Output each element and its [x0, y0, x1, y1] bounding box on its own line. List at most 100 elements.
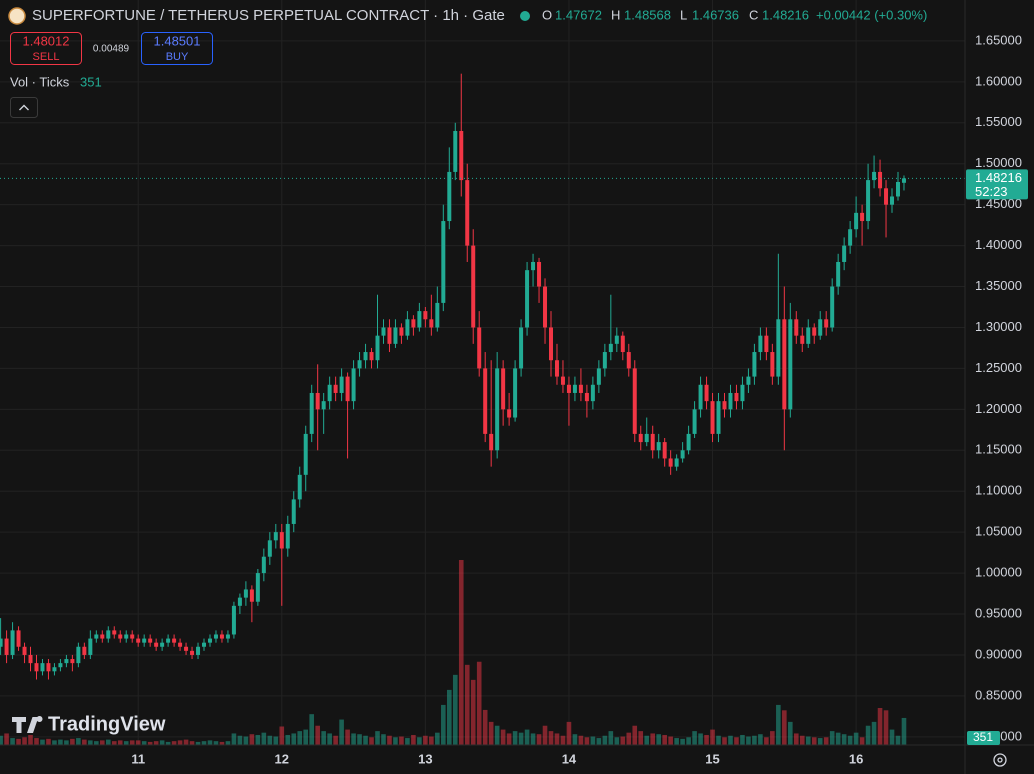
settings-icon[interactable] — [997, 757, 1003, 763]
x-tick-label: 12 — [275, 751, 289, 766]
candle-body — [872, 171, 877, 181]
candle-body — [525, 270, 530, 328]
ohlc-label: H — [611, 7, 620, 22]
plot-area — [0, 73, 965, 745]
sell-price[interactable]: 1.48012 — [23, 33, 70, 48]
candle-body — [501, 368, 506, 410]
y-tick-label: 1.45000 — [975, 196, 1022, 211]
volume-bar — [297, 731, 303, 745]
volume-bar — [572, 734, 578, 745]
last-price-label: 1.48216 — [975, 170, 1022, 185]
candle-body — [297, 474, 302, 500]
volume-legend: Vol · Ticks — [10, 74, 70, 89]
ohlc-label: L — [680, 7, 687, 22]
volume-bar — [249, 734, 255, 745]
candle-body — [429, 319, 434, 328]
candle-body — [202, 642, 207, 647]
candle-body — [321, 401, 326, 410]
candle-body — [632, 368, 637, 434]
volume-bar — [94, 741, 99, 745]
candle-body — [746, 376, 751, 385]
volume-bar — [375, 731, 380, 745]
candle-body — [543, 286, 548, 328]
candle-body — [465, 180, 470, 246]
volume-bar — [111, 741, 117, 745]
volume-bar — [889, 729, 895, 745]
candle-body — [279, 532, 284, 549]
candle-body — [219, 634, 224, 639]
sell-button[interactable] — [10, 32, 82, 65]
volume-bar — [231, 733, 237, 745]
volume-bar — [859, 737, 865, 745]
candle-body — [22, 646, 27, 655]
volume-bar — [34, 738, 39, 745]
volume-bar — [177, 740, 183, 745]
volume-bar — [584, 737, 590, 745]
x-tick-label: 14 — [562, 751, 577, 766]
candle-body — [285, 523, 290, 549]
candle-body — [614, 335, 619, 344]
candle-body — [848, 229, 853, 246]
y-tick-label: 1.55000 — [975, 114, 1022, 129]
buy-button[interactable] — [141, 32, 213, 65]
candle-body — [830, 286, 835, 328]
candle-body — [572, 384, 577, 393]
volume-bar — [596, 738, 602, 745]
volume-bar — [871, 721, 877, 745]
volume-bar — [614, 737, 620, 745]
volume-bar — [470, 679, 476, 745]
ohlc-value: 1.48216 — [762, 7, 809, 22]
buy-price[interactable]: 1.48501 — [154, 33, 201, 48]
volume-bar — [746, 736, 751, 745]
ohlc-label: C — [749, 7, 758, 22]
volume-bar — [423, 735, 428, 745]
volume-bar — [399, 736, 404, 745]
candle-body — [435, 302, 440, 328]
y-tick-label: 1.35000 — [975, 278, 1022, 293]
candle-body — [728, 392, 733, 410]
volume-bar — [704, 734, 709, 745]
x-tick-label: 13 — [418, 751, 432, 766]
volume-bar — [805, 736, 811, 745]
volume-bar — [135, 740, 141, 745]
candle-body — [626, 352, 631, 369]
y-tick-label: 1.30000 — [975, 319, 1022, 334]
candle-body — [842, 245, 847, 262]
collapse-button[interactable] — [10, 97, 38, 118]
volume-bar — [76, 738, 81, 745]
volume-bar — [22, 737, 27, 745]
y-tick-label: 1.10000 — [975, 483, 1022, 498]
collapse-icon[interactable] — [19, 104, 29, 111]
volume-bar — [764, 737, 769, 745]
candle-body — [237, 597, 242, 606]
candle-body — [674, 458, 679, 467]
candle-body — [351, 368, 356, 402]
candle-body — [812, 327, 817, 336]
candle-body — [46, 663, 51, 672]
y-tick-label: 1.25000 — [975, 360, 1022, 375]
settings-button[interactable] — [993, 753, 1007, 767]
chart-title: SUPERFORTUNE / TETHERUS PERPETUAL CONTRA… — [32, 7, 505, 24]
volume-bar — [877, 708, 883, 745]
candle-body — [680, 450, 685, 459]
volume-bar — [225, 741, 231, 745]
volume-bar — [692, 731, 697, 745]
volume-bar — [339, 719, 344, 745]
volume-bar — [799, 735, 805, 745]
candle-body — [327, 384, 332, 402]
candle-body — [560, 376, 565, 385]
candle-body — [764, 335, 769, 353]
volume-bar — [321, 731, 326, 745]
volume-bar — [70, 738, 75, 745]
volume-bar — [620, 736, 626, 745]
sell-label[interactable]: SELL — [33, 51, 60, 63]
volume-bar — [10, 738, 15, 745]
volume-bar — [52, 740, 57, 745]
candle-body — [716, 401, 721, 434]
volume-bar — [58, 739, 63, 745]
buy-label[interactable]: BUY — [166, 51, 189, 63]
volume-bar — [452, 674, 458, 745]
volume-bar — [560, 735, 566, 745]
candle-body — [190, 650, 195, 655]
candle-body — [28, 654, 33, 664]
